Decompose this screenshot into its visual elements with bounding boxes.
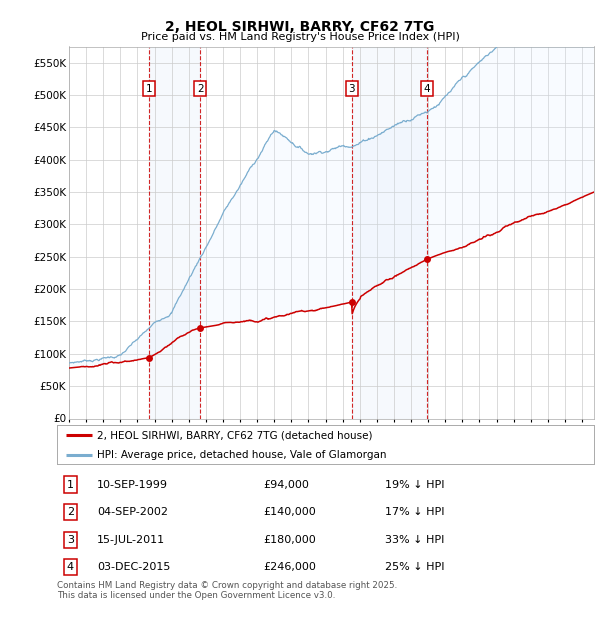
Text: 1: 1 <box>146 84 152 94</box>
Text: 10-SEP-1999: 10-SEP-1999 <box>97 480 168 490</box>
Text: 4: 4 <box>424 84 430 94</box>
Text: 3: 3 <box>349 84 355 94</box>
Text: £140,000: £140,000 <box>264 507 316 517</box>
Text: 2, HEOL SIRHWI, BARRY, CF62 7TG (detached house): 2, HEOL SIRHWI, BARRY, CF62 7TG (detache… <box>97 430 373 440</box>
Text: 4: 4 <box>67 562 74 572</box>
Text: £180,000: £180,000 <box>264 535 316 545</box>
Bar <box>352 46 427 419</box>
Text: 04-SEP-2002: 04-SEP-2002 <box>97 507 168 517</box>
Text: 15-JUL-2011: 15-JUL-2011 <box>97 535 166 545</box>
Bar <box>149 46 200 419</box>
Text: 3: 3 <box>67 535 74 545</box>
Text: 17% ↓ HPI: 17% ↓ HPI <box>385 507 444 517</box>
Text: £94,000: £94,000 <box>264 480 310 490</box>
Text: HPI: Average price, detached house, Vale of Glamorgan: HPI: Average price, detached house, Vale… <box>97 450 387 460</box>
Text: Price paid vs. HM Land Registry's House Price Index (HPI): Price paid vs. HM Land Registry's House … <box>140 32 460 42</box>
Text: 33% ↓ HPI: 33% ↓ HPI <box>385 535 444 545</box>
Text: 2, HEOL SIRHWI, BARRY, CF62 7TG: 2, HEOL SIRHWI, BARRY, CF62 7TG <box>166 20 434 34</box>
Text: 2: 2 <box>67 507 74 517</box>
Text: 03-DEC-2015: 03-DEC-2015 <box>97 562 170 572</box>
Text: 1: 1 <box>67 480 74 490</box>
Text: 19% ↓ HPI: 19% ↓ HPI <box>385 480 444 490</box>
Text: 2: 2 <box>197 84 203 94</box>
Text: 25% ↓ HPI: 25% ↓ HPI <box>385 562 444 572</box>
Text: £246,000: £246,000 <box>264 562 317 572</box>
Text: Contains HM Land Registry data © Crown copyright and database right 2025.
This d: Contains HM Land Registry data © Crown c… <box>57 581 397 600</box>
